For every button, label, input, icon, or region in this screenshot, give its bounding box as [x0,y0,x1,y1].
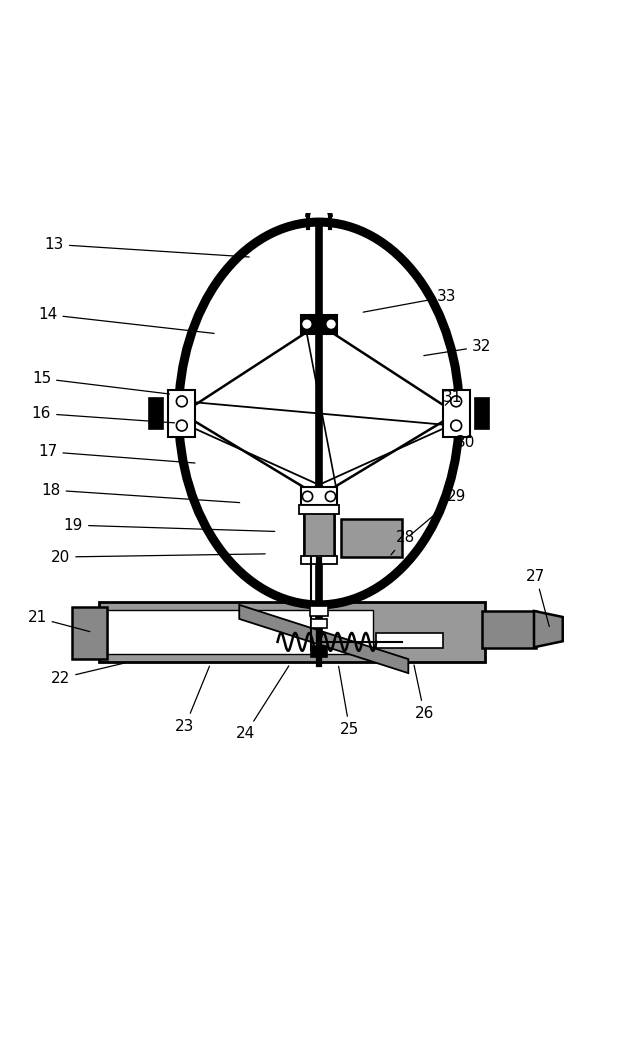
Bar [299,505,339,514]
Circle shape [176,395,188,407]
Bar [107,610,373,654]
Circle shape [302,491,313,502]
Bar [376,632,443,648]
Circle shape [176,420,188,431]
Bar [301,556,337,564]
Text: 20: 20 [51,550,265,564]
Circle shape [450,420,461,431]
Text: 17: 17 [38,444,195,463]
Bar [482,611,536,647]
Text: 31: 31 [443,390,463,405]
Bar [311,645,327,657]
Text: 14: 14 [38,307,214,334]
Bar [310,606,328,615]
Circle shape [301,319,312,330]
Text: 32: 32 [424,339,491,356]
Text: 30: 30 [456,428,475,450]
Bar [443,389,470,437]
Text: 18: 18 [41,483,240,503]
Bar [304,509,334,560]
Bar [99,602,485,662]
Text: 26: 26 [414,665,434,721]
Bar [341,519,402,557]
Text: 24: 24 [236,665,289,741]
Bar [475,398,489,429]
Bar [311,619,327,628]
Text: 19: 19 [64,518,275,533]
Circle shape [325,491,336,502]
Bar [301,315,337,334]
Polygon shape [239,605,408,673]
Text: 25: 25 [339,667,359,737]
Bar [72,607,107,659]
Text: 16: 16 [32,406,175,423]
Text: 27: 27 [526,569,549,626]
Text: 21: 21 [27,610,90,631]
Bar [149,398,163,429]
Text: 13: 13 [45,237,249,257]
Text: 23: 23 [175,667,209,733]
Text: 28: 28 [391,530,415,555]
Circle shape [450,395,461,407]
Text: 15: 15 [32,371,170,394]
Text: 29: 29 [409,489,466,536]
Polygon shape [534,611,563,647]
Bar [301,488,337,505]
Text: 33: 33 [363,289,456,313]
Text: 22: 22 [51,663,125,686]
Bar [168,389,195,437]
Circle shape [325,319,337,330]
Bar [304,509,334,560]
